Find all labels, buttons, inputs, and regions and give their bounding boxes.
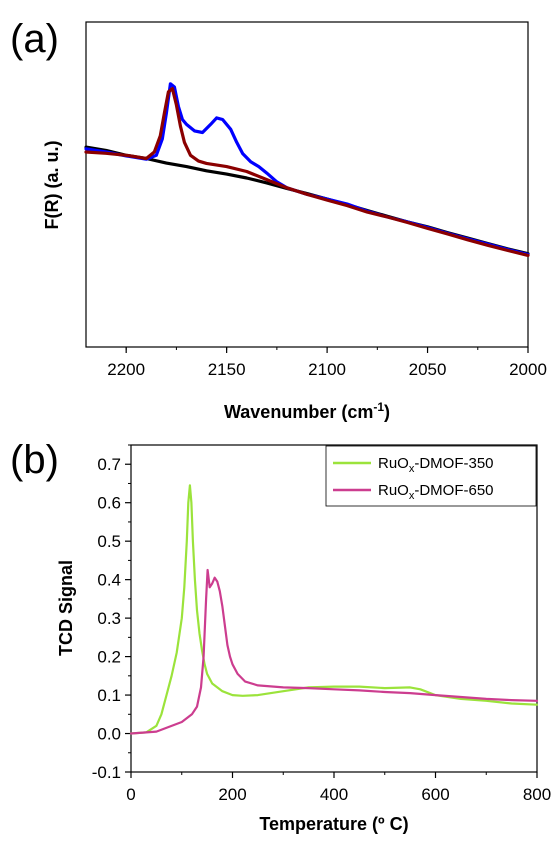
- panel-b-x-tick-label: 0: [126, 785, 135, 804]
- panel-a-x-ticks: 2200 2150 2100 2050 2000: [107, 347, 547, 379]
- panel-b-series-line-1: [129, 568, 539, 735]
- legend-box: [325, 445, 537, 507]
- panel-b-letter: (b): [10, 438, 59, 482]
- legend-label-650: RuOx-DMOF-650: [378, 482, 494, 502]
- panel-b-y-tick-label: 0.4: [97, 571, 121, 590]
- panel-b-x-tick-label: 400: [320, 785, 348, 804]
- panel-a-series: [84, 82, 530, 257]
- panel-b-x-tick-label: 600: [421, 785, 449, 804]
- panel-b-series-line-0: [129, 484, 539, 735]
- panel-a-series-line-1: [84, 82, 530, 256]
- panel-b-y-tick-label: 0.7: [97, 455, 121, 474]
- panel-b-x-tick-label: 800: [523, 785, 551, 804]
- panel-b-legend: RuOx-DMOF-350 RuOx-DMOF-650: [325, 445, 537, 507]
- panel-b-y-tick-label: -0.1: [92, 763, 121, 782]
- panel-a-series-line-2: [84, 87, 530, 257]
- panel-b-x-ticks: 0 200 400 600 800: [126, 772, 551, 804]
- panel-b-y-tick-label: 0.6: [97, 494, 121, 513]
- panel-b-y-tick-label: 0.0: [97, 725, 121, 744]
- panel-b-x-tick-label: 200: [218, 785, 246, 804]
- panel-b-chart: (b) -0.1 0.0 0.1 0.2 0.3 0.4 0.5 0.6 0.7 0 200 400…: [10, 438, 551, 834]
- panel-a-chart: (a) 2200 2150 2100 2050 2000 Wavenumber (cm-…: [10, 17, 547, 422]
- panel-a-letter: (a): [10, 17, 59, 61]
- panel-a-x-axis-label: Wavenumber (cm-1): [224, 400, 390, 422]
- panel-a-x-tick-label: 2200: [107, 360, 145, 379]
- panel-b-y-tick-label: 0.3: [97, 609, 121, 628]
- panel-a-y-axis-label: F(R) (a. u.): [42, 141, 62, 230]
- panel-b-y-axis-label: TCD Signal: [56, 560, 76, 656]
- panel-b-x-axis-label: Temperature (º C): [259, 814, 408, 834]
- panel-a-plot-frame: [85, 21, 529, 348]
- panel-a-x-tick-label: 2150: [208, 360, 246, 379]
- panel-a-x-tick-label: 2000: [509, 360, 547, 379]
- panel-b-y-tick-label: 0.5: [97, 532, 121, 551]
- panel-b-y-ticks: -0.1 0.0 0.1 0.2 0.3 0.4 0.5 0.6 0.7: [92, 444, 131, 782]
- panel-b-y-tick-label: 0.1: [97, 686, 121, 705]
- legend-label-350: RuOx-DMOF-350: [378, 455, 494, 475]
- panel-a-x-tick-label: 2050: [409, 360, 447, 379]
- panel-b-y-tick-label: 0.2: [97, 648, 121, 667]
- panel-b-series: [129, 484, 539, 735]
- panel-a-x-tick-label: 2100: [308, 360, 346, 379]
